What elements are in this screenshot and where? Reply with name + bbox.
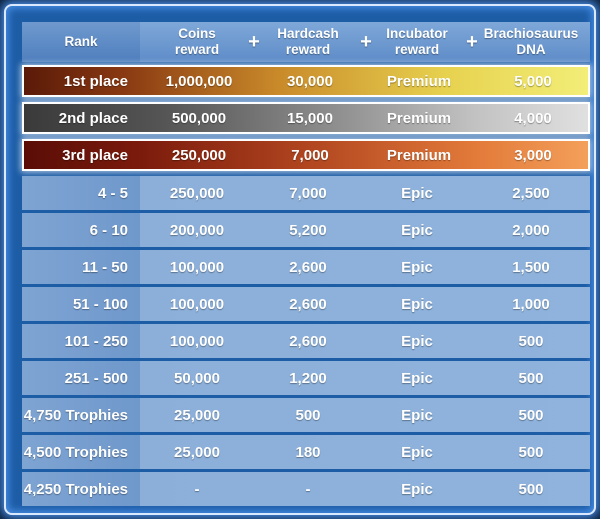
table-row: 11 - 50 100,000 2,600 Epic 1,500 xyxy=(22,250,590,284)
table-row-2nd: 2nd place 500,000 15,000 Premium 4,000 xyxy=(22,102,590,134)
header-hardcash: Hardcash reward xyxy=(254,22,362,62)
table-row: 101 - 250 100,000 2,600 Epic 500 xyxy=(22,324,590,358)
header-incubator-line2: reward xyxy=(394,42,440,57)
coins-cell: 1,000,000 xyxy=(165,72,233,90)
plus-icon: + xyxy=(466,31,478,53)
dna-cell: 2,500 xyxy=(512,184,550,202)
rank-cell: 101 - 250 xyxy=(64,332,128,350)
coins-cell: 50,000 xyxy=(174,369,220,387)
header-coins: Coins reward xyxy=(140,22,254,62)
plus-icon: + xyxy=(248,31,260,53)
rank-cell: 6 - 10 xyxy=(89,221,128,239)
hardcash-cell: 7,000 xyxy=(289,184,327,202)
header-dna-line2: DNA xyxy=(516,42,546,57)
rank-cell: 4,500 Trophies xyxy=(23,443,128,461)
incubator-cell: Epic xyxy=(401,332,433,350)
incubator-cell: Epic xyxy=(401,184,433,202)
header-coins-line2: reward xyxy=(174,42,220,57)
hardcash-cell: 500 xyxy=(295,406,321,424)
coins-cell: 25,000 xyxy=(174,443,220,461)
hardcash-cell: - xyxy=(305,480,311,498)
dna-cell: 500 xyxy=(518,406,544,424)
plus-icon: + xyxy=(360,31,372,53)
rank-cell: 51 - 100 xyxy=(72,295,128,313)
table-header: Rank Coins reward + Hardcash reward + In… xyxy=(22,22,590,62)
rank-cell: 1st place xyxy=(63,72,128,90)
table-row-3rd: 3rd place 250,000 7,000 Premium 3,000 xyxy=(22,139,590,171)
dna-cell: 4,000 xyxy=(514,109,552,127)
incubator-cell: Premium xyxy=(386,146,452,164)
rank-cell: 11 - 50 xyxy=(82,258,128,276)
incubator-cell: Epic xyxy=(401,221,433,239)
coins-cell: 100,000 xyxy=(169,332,225,350)
coins-cell: 200,000 xyxy=(169,221,225,239)
coins-cell: 100,000 xyxy=(169,295,225,313)
table-row: 4 - 5 250,000 7,000 Epic 2,500 xyxy=(22,176,590,210)
rank-cell: 2nd place xyxy=(58,109,128,127)
dna-cell: 500 xyxy=(518,480,544,498)
dna-cell: 2,000 xyxy=(512,221,550,239)
hardcash-cell: 5,200 xyxy=(289,221,327,239)
header-dna: Brachiosaurus DNA xyxy=(472,22,590,62)
hardcash-cell: 7,000 xyxy=(291,146,329,164)
rank-cell: 3rd place xyxy=(62,146,128,164)
table-row: 4,500 Trophies 25,000 180 Epic 500 xyxy=(22,435,590,469)
dna-cell: 5,000 xyxy=(514,72,552,90)
dna-cell: 500 xyxy=(518,369,544,387)
coins-cell: 250,000 xyxy=(169,184,225,202)
hardcash-cell: 2,600 xyxy=(289,295,327,313)
table-row-1st: 1st place 1,000,000 30,000 Premium 5,000 xyxy=(22,65,590,97)
incubator-cell: Premium xyxy=(386,109,452,127)
coins-cell: 25,000 xyxy=(174,406,220,424)
table-row: 6 - 10 200,000 5,200 Epic 2,000 xyxy=(22,213,590,247)
incubator-cell: Epic xyxy=(401,258,433,276)
header-rank-label: Rank xyxy=(64,34,98,49)
incubator-cell: Epic xyxy=(401,295,433,313)
hardcash-cell: 2,600 xyxy=(289,258,327,276)
hardcash-cell: 15,000 xyxy=(287,109,333,127)
dna-cell: 500 xyxy=(518,332,544,350)
header-incubator: Incubator reward xyxy=(362,22,472,62)
rank-cell: 4,250 Trophies xyxy=(23,480,128,498)
hardcash-cell: 30,000 xyxy=(287,72,333,90)
dna-cell: 500 xyxy=(518,443,544,461)
table-row: 51 - 100 100,000 2,600 Epic 1,000 xyxy=(22,287,590,321)
header-hardcash-line2: reward xyxy=(285,42,331,57)
dna-cell: 3,000 xyxy=(514,146,552,164)
hardcash-cell: 180 xyxy=(295,443,321,461)
coins-cell: 100,000 xyxy=(169,258,225,276)
header-rank: Rank xyxy=(22,22,140,62)
coins-cell: - xyxy=(194,480,200,498)
incubator-cell: Epic xyxy=(401,406,433,424)
incubator-cell: Premium xyxy=(386,72,452,90)
header-coins-line1: Coins xyxy=(178,26,216,41)
reward-table: Rank Coins reward + Hardcash reward + In… xyxy=(22,22,590,509)
dna-cell: 1,500 xyxy=(512,258,550,276)
incubator-cell: Epic xyxy=(401,443,433,461)
incubator-cell: Epic xyxy=(401,369,433,387)
header-dna-line1: Brachiosaurus xyxy=(483,26,579,41)
dna-cell: 1,000 xyxy=(512,295,550,313)
header-hardcash-line1: Hardcash xyxy=(277,26,339,41)
hardcash-cell: 2,600 xyxy=(289,332,327,350)
incubator-cell: Epic xyxy=(401,480,433,498)
reward-table-frame: Rank Coins reward + Hardcash reward + In… xyxy=(4,4,596,515)
table-row: 4,250 Trophies - - Epic 500 xyxy=(22,472,590,506)
rank-cell: 251 - 500 xyxy=(64,369,128,387)
rank-cell: 4 - 5 xyxy=(97,184,128,202)
coins-cell: 500,000 xyxy=(171,109,227,127)
table-row: 251 - 500 50,000 1,200 Epic 500 xyxy=(22,361,590,395)
hardcash-cell: 1,200 xyxy=(289,369,327,387)
coins-cell: 250,000 xyxy=(171,146,227,164)
header-incubator-line1: Incubator xyxy=(386,26,448,41)
table-row: 4,750 Trophies 25,000 500 Epic 500 xyxy=(22,398,590,432)
rank-cell: 4,750 Trophies xyxy=(23,406,128,424)
